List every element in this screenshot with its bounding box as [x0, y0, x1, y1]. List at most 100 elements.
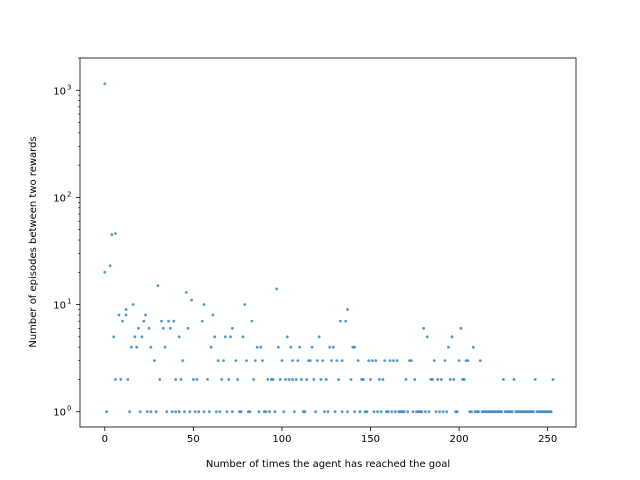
data-point	[193, 410, 197, 414]
data-point	[321, 359, 325, 362]
data-point	[422, 326, 426, 330]
data-point	[434, 410, 438, 414]
data-point	[340, 359, 344, 362]
data-point	[381, 378, 385, 381]
data-point	[253, 359, 257, 362]
data-point	[367, 359, 371, 362]
data-point	[129, 345, 133, 349]
data-point	[220, 378, 224, 381]
data-point	[135, 345, 139, 349]
data-point	[501, 378, 505, 381]
y-tick-label: 10	[53, 408, 66, 419]
data-point	[441, 410, 445, 414]
data-point	[114, 378, 117, 381]
data-point	[291, 359, 294, 362]
data-point	[312, 378, 316, 381]
data-point	[230, 326, 234, 330]
data-point	[411, 410, 415, 414]
data-point	[222, 359, 225, 362]
data-point	[353, 410, 356, 414]
data-point	[365, 410, 369, 414]
data-point	[167, 319, 170, 323]
data-point	[463, 378, 466, 381]
x-tick-label: 0	[102, 434, 108, 445]
data-point	[140, 335, 144, 339]
data-point	[156, 284, 160, 288]
data-point	[404, 378, 408, 381]
data-point	[191, 378, 195, 381]
data-point	[443, 359, 447, 362]
data-point	[145, 410, 149, 414]
data-point	[177, 335, 181, 339]
data-point	[289, 345, 293, 349]
data-point	[229, 335, 232, 339]
data-point	[379, 410, 383, 414]
data-point	[471, 345, 475, 349]
data-point	[266, 378, 270, 381]
data-point	[142, 319, 146, 323]
data-point	[126, 378, 130, 381]
data-point	[207, 410, 211, 414]
data-point	[425, 335, 429, 339]
data-point	[144, 313, 147, 317]
data-point	[362, 378, 365, 381]
data-point	[319, 378, 323, 381]
data-point	[213, 335, 217, 339]
data-point	[168, 326, 172, 330]
data-point	[377, 378, 381, 381]
data-point	[124, 313, 128, 317]
data-point	[184, 290, 188, 294]
x-tick-label: 100	[272, 434, 291, 445]
data-point	[356, 359, 360, 362]
data-point	[165, 410, 169, 414]
data-point	[466, 359, 470, 362]
data-point	[133, 335, 137, 339]
data-point	[358, 410, 362, 414]
plot-frame	[79, 57, 577, 428]
data-point	[438, 410, 441, 414]
data-point	[402, 410, 406, 414]
data-point	[285, 335, 289, 339]
data-point	[179, 378, 183, 381]
y-tick-exponent: 3	[67, 83, 71, 91]
data-point	[315, 359, 319, 362]
data-point	[131, 303, 135, 306]
data-point	[340, 410, 344, 414]
data-point	[275, 287, 279, 291]
data-point	[431, 378, 434, 381]
data-point	[533, 378, 537, 381]
data-point	[197, 410, 201, 414]
data-point	[170, 410, 174, 414]
data-point	[112, 335, 116, 339]
y-tick-label: 10	[53, 301, 66, 312]
data-point	[470, 410, 473, 414]
data-point	[252, 378, 256, 381]
data-point	[177, 410, 181, 414]
data-point	[114, 232, 117, 235]
data-point	[549, 410, 553, 414]
x-axis-ticks: 0 50 100 150 200 250	[102, 427, 557, 445]
data-point	[317, 335, 321, 339]
data-point	[206, 378, 209, 381]
data-point	[427, 410, 431, 414]
data-point	[241, 335, 245, 339]
data-point	[326, 410, 330, 414]
data-point	[372, 410, 376, 414]
data-point	[330, 359, 333, 362]
data-point	[105, 410, 108, 414]
data-point	[335, 359, 339, 362]
data-point	[349, 378, 353, 381]
data-point	[183, 410, 186, 414]
data-point	[450, 335, 454, 339]
data-point	[160, 319, 163, 323]
data-point	[149, 410, 153, 414]
data-point	[346, 410, 349, 414]
data-point	[188, 410, 192, 414]
y-axis-label: Number of episodes between two rewards	[28, 136, 39, 347]
data-point	[452, 378, 456, 381]
data-point	[200, 319, 204, 323]
data-points	[103, 82, 555, 414]
data-point	[344, 319, 348, 323]
data-point	[119, 378, 123, 381]
